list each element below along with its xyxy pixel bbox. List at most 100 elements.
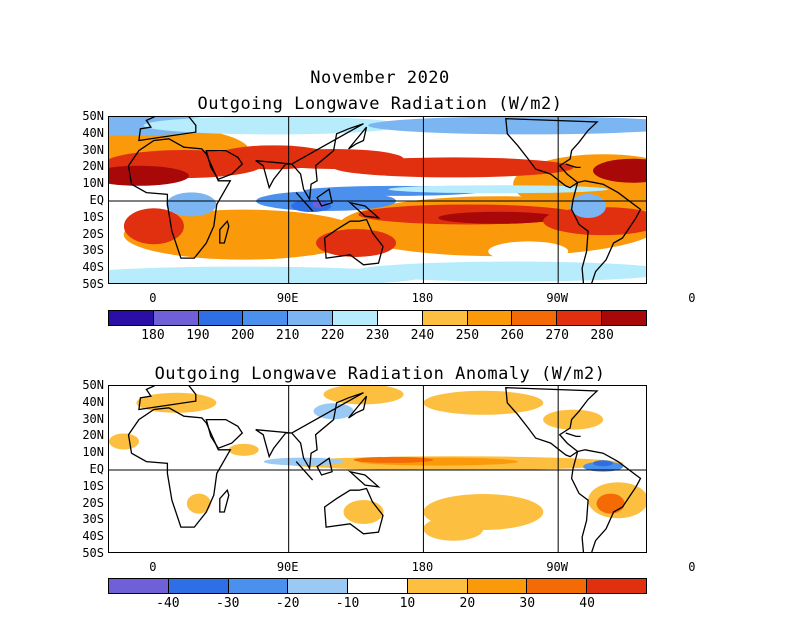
colorbar-swatch: [243, 311, 289, 325]
latitude-tick-label: 20N: [82, 159, 104, 174]
colorbar-swatch: [407, 579, 468, 593]
coastline: [323, 487, 384, 535]
colorbar-tick-label: 240: [410, 328, 435, 343]
colorbar-tick-label: 250: [455, 328, 480, 343]
coastline: [219, 219, 230, 244]
latitude-tick-label: EQ: [89, 193, 104, 207]
latitude-tick-label: 50S: [82, 277, 104, 291]
colorbar-tick-label: 260: [500, 328, 524, 343]
anomaly-field: [109, 386, 646, 552]
field-region: [166, 192, 217, 217]
colorbar-tick-label: 210: [275, 328, 300, 343]
field-region: [543, 409, 604, 430]
field-region: [423, 516, 484, 541]
colorbar-tick-label: 280: [590, 328, 614, 343]
longitude-tick-label: 90W: [546, 560, 568, 574]
coastline: [138, 386, 197, 411]
field-region: [228, 443, 259, 456]
colorbar-swatch: [557, 311, 603, 325]
colorbar-swatch: [602, 311, 646, 325]
colorbar-swatch: [109, 311, 154, 325]
longitude-tick-label: 0: [688, 291, 696, 305]
field-region: [583, 461, 624, 472]
latitude-tick-label: 20N: [82, 428, 104, 443]
latitude-tick-label: 50N: [82, 109, 104, 123]
longitude-tick-label: 0: [149, 291, 157, 305]
colorbar-swatch: [467, 579, 528, 593]
colorbar-tick-label: 10: [399, 596, 416, 611]
coastline: [205, 418, 244, 449]
longitude-tick-label: 0: [149, 560, 157, 574]
coastline: [295, 192, 314, 212]
coastline: [347, 470, 381, 488]
field-region: [109, 433, 139, 450]
olr-map-panel: [108, 116, 647, 284]
latitude-tick-label: 40S: [82, 529, 104, 544]
latitude-tick-label: 40N: [82, 125, 104, 140]
field-region: [353, 456, 434, 463]
coastline: [127, 138, 232, 259]
colorbar-swatch: [198, 311, 244, 325]
colorbar-tick-label: 200: [231, 328, 255, 343]
coastline: [295, 461, 314, 481]
anomaly-chart-title: Outgoing Longwave Radiation Anomaly (W/m…: [154, 364, 606, 384]
field-region: [186, 493, 211, 514]
colorbar-tick-label: 40: [579, 596, 595, 611]
colorbar-tick-label: 230: [365, 328, 390, 343]
colorbar-tick-label: 30: [519, 596, 536, 611]
coastline: [205, 149, 244, 180]
coastline: [138, 117, 197, 142]
field-region: [423, 390, 544, 415]
olr-field: [109, 117, 646, 283]
colorbar-tick-label: -40: [156, 596, 180, 611]
field-region: [353, 261, 646, 282]
colorbar-tick-label: -20: [275, 596, 300, 611]
coastline: [570, 449, 642, 552]
latitude-tick-label: 10S: [82, 209, 104, 224]
latitude-tick-label: 30S: [82, 243, 104, 258]
anomaly-colorbar: [108, 578, 647, 594]
colorbar-swatch: [228, 579, 289, 593]
latitude-tick-label: 10N: [82, 176, 104, 191]
latitude-tick-label: 30S: [82, 512, 104, 527]
longitude-tick-label: 90E: [276, 560, 299, 574]
colorbar-swatch: [587, 579, 647, 593]
field-region: [109, 266, 424, 283]
colorbar-tick-label: 20: [459, 596, 476, 611]
colorbar-tick-label: 220: [320, 328, 345, 343]
colorbar-tick-label: -30: [216, 596, 240, 611]
coastline: [290, 123, 364, 202]
coastline: [348, 126, 368, 150]
coastline: [347, 201, 381, 219]
coastline: [219, 488, 230, 513]
field-region: [343, 500, 384, 524]
longitude-tick-label: 180: [411, 291, 434, 305]
colorbar-tick-label: 270: [545, 328, 569, 343]
colorbar-swatch: [527, 579, 588, 593]
colorbar-tick-label: 180: [141, 328, 165, 343]
field-region: [488, 241, 569, 262]
field-region: [593, 158, 646, 183]
colorbar-swatch: [288, 579, 349, 593]
coastline: [570, 180, 642, 283]
latitude-tick-label: EQ: [89, 462, 104, 476]
field-region: [136, 392, 217, 413]
anomaly-map-panel: [108, 385, 647, 553]
field-region: [596, 493, 625, 514]
colorbar-tick-label: 190: [186, 328, 210, 343]
olr-colorbar: [108, 310, 647, 326]
field-region: [263, 457, 344, 466]
coastline: [348, 395, 368, 419]
colorbar-swatch: [512, 311, 558, 325]
latitude-tick-label: 20S: [82, 226, 104, 241]
field-region: [543, 207, 646, 236]
field-region: [438, 211, 559, 224]
latitude-tick-label: 40N: [82, 394, 104, 409]
longitude-tick-label: 90E: [276, 291, 299, 305]
coastline: [565, 432, 581, 438]
colorbar-swatch: [422, 311, 468, 325]
latitude-tick-label: 10S: [82, 478, 104, 493]
field-region: [593, 460, 614, 467]
latitude-tick-label: 30N: [82, 142, 104, 157]
longitude-tick-label: 180: [411, 560, 434, 574]
